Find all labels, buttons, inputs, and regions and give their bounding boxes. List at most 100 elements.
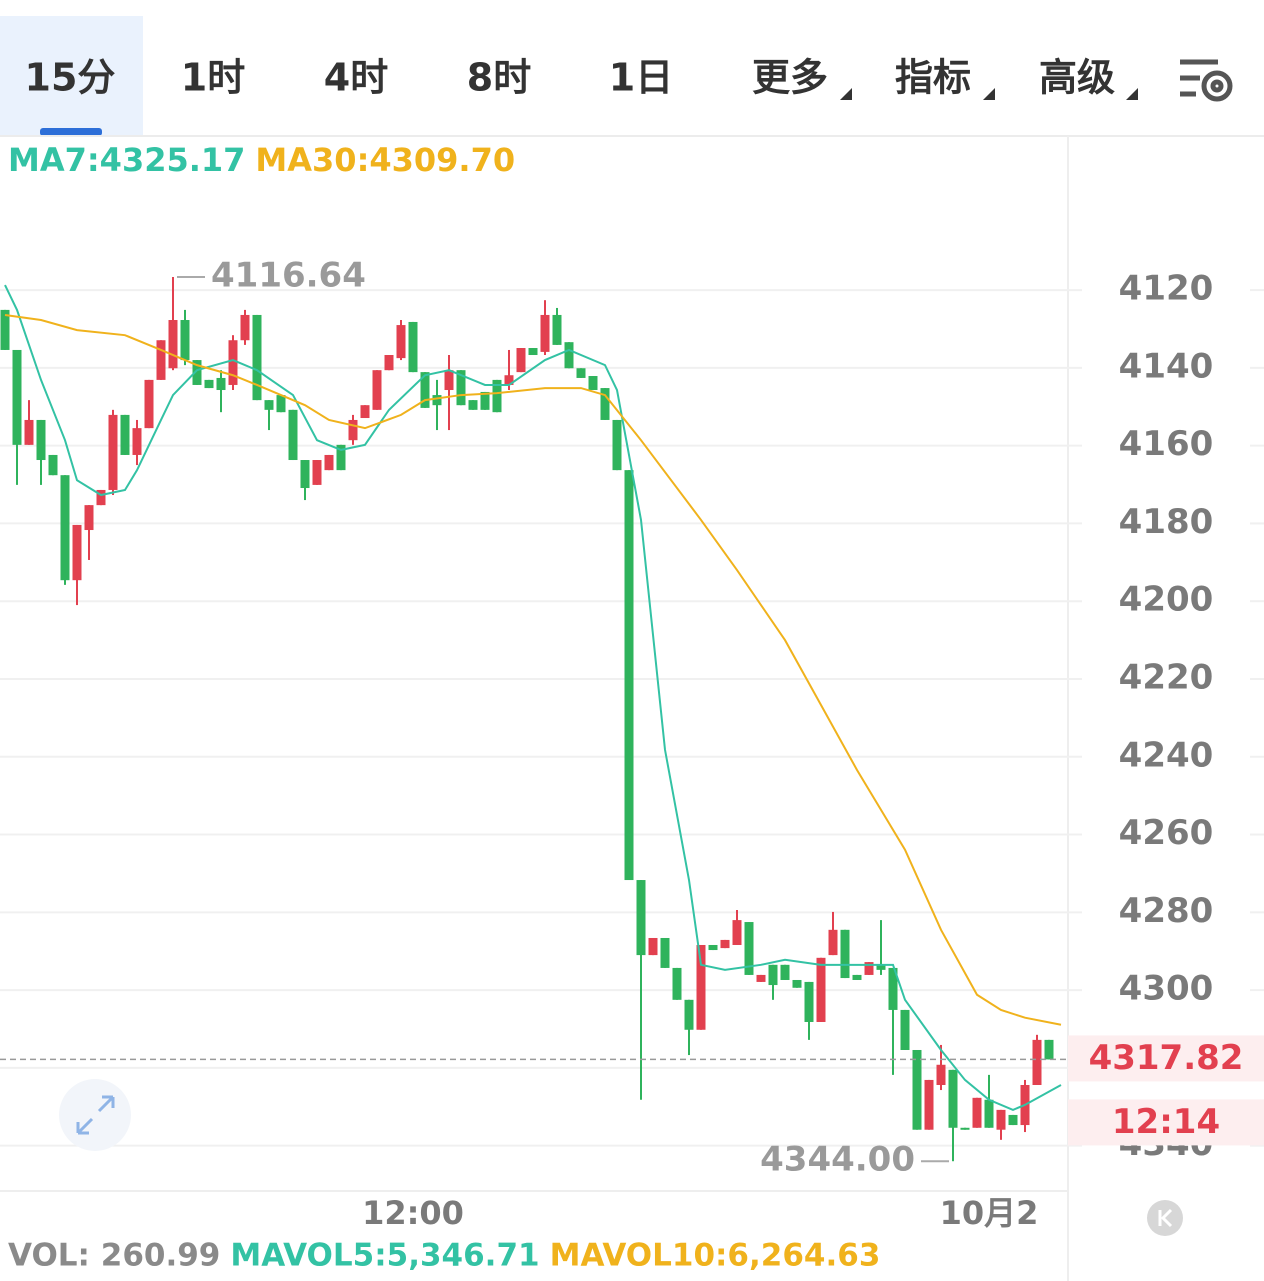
y-tick-label: 4180	[1119, 502, 1214, 542]
candle-body	[252, 314, 262, 401]
candle-body	[408, 321, 418, 373]
scroll-latest-button[interactable]	[1147, 1200, 1183, 1236]
candle-body	[564, 342, 574, 369]
candle-body	[744, 922, 754, 975]
candle-body	[168, 320, 178, 369]
candle-body	[324, 454, 334, 471]
candle-body	[192, 360, 202, 385]
candle-body	[0, 309, 10, 350]
candle-body	[480, 391, 490, 410]
expand-button[interactable]	[59, 1079, 131, 1151]
candle-body	[864, 962, 874, 975]
annotation-label: 4344.00	[760, 1140, 915, 1180]
candle-body	[348, 419, 358, 441]
tab[interactable]: 更多	[752, 56, 828, 100]
candle-body	[960, 1127, 970, 1130]
candle-body	[924, 1079, 934, 1130]
candle-body	[420, 372, 430, 408]
tab[interactable]: 15分	[25, 56, 116, 100]
plot	[0, 275, 1264, 1163]
y-tick-label: 4200	[1119, 580, 1214, 620]
countdown-box	[1068, 1099, 1264, 1146]
candle-body	[120, 414, 130, 455]
candle-body	[804, 981, 814, 1022]
settings-icon[interactable]	[1180, 59, 1233, 102]
candle-body	[72, 524, 82, 581]
candle-body	[780, 964, 790, 980]
ma-line	[4, 284, 1062, 1111]
annotation-label: 4116.64	[211, 255, 366, 295]
candle-body	[888, 967, 898, 1010]
candle-body	[912, 1049, 922, 1130]
candle-body	[312, 460, 322, 485]
candle-body	[144, 379, 154, 429]
candle-body	[456, 370, 466, 406]
y-tick-label: 4260	[1119, 813, 1214, 853]
y-tick-label: 4220	[1119, 657, 1214, 697]
candle-body	[672, 967, 682, 1000]
candle-body	[84, 505, 94, 531]
y-tick-label: 4280	[1119, 891, 1214, 931]
candle-body	[156, 340, 166, 380]
candle-body	[600, 388, 610, 420]
candle-body	[492, 379, 502, 413]
candle-body	[384, 355, 394, 371]
candle-body	[828, 929, 838, 956]
candle-body	[36, 419, 46, 461]
candle-body	[396, 325, 406, 359]
candle-body	[540, 314, 550, 352]
candle-body	[588, 376, 598, 391]
tab[interactable]: 4时	[324, 56, 388, 100]
candle-body	[108, 414, 118, 490]
candle-body	[180, 320, 190, 361]
candle-body	[708, 944, 718, 951]
candle-body	[684, 999, 694, 1030]
last-price-label: 4317.82	[1089, 1038, 1244, 1078]
dropdown-arrows	[840, 88, 1138, 100]
candle-body	[204, 379, 214, 389]
candle-body	[1032, 1039, 1042, 1085]
candle-body	[852, 974, 862, 980]
candle-body	[228, 340, 238, 385]
tab[interactable]: 1时	[181, 56, 245, 100]
tab[interactable]: 8时	[467, 56, 531, 100]
candle-body	[612, 419, 622, 471]
candle-body	[636, 880, 646, 956]
candle-body	[840, 929, 850, 979]
candle-body	[1044, 1039, 1054, 1060]
candle-body	[24, 419, 34, 445]
active-tab-bg	[0, 16, 143, 136]
candle-body	[792, 979, 802, 988]
y-tick-label: 4160	[1119, 424, 1214, 464]
x-tick-label: 10月2	[940, 1194, 1039, 1232]
candle-body	[648, 937, 658, 956]
candle-body	[132, 428, 142, 455]
legend-entry: MA30:4309.70	[255, 141, 515, 179]
tab[interactable]: 1日	[609, 56, 673, 100]
candle-body	[264, 400, 274, 410]
candle-body	[276, 395, 286, 413]
y-tick-label: 4140	[1119, 346, 1214, 386]
candle-body	[948, 1069, 958, 1128]
candle-body	[816, 957, 826, 1022]
candle-body	[996, 1109, 1006, 1130]
candle-body	[504, 375, 514, 385]
tab[interactable]: 指标	[895, 56, 971, 100]
candle-body	[360, 405, 370, 419]
candle-body	[936, 1064, 946, 1085]
candle-body	[468, 400, 478, 410]
candle-body	[720, 939, 730, 949]
candle-body	[444, 370, 454, 391]
candle-body	[984, 1099, 994, 1128]
volume-stat: MAVOL5:5,346.71	[230, 1238, 539, 1274]
candle-body	[732, 920, 742, 945]
candle-body	[660, 937, 670, 968]
candle-body	[696, 944, 706, 1030]
candle-body	[552, 314, 562, 345]
candle-body	[288, 409, 298, 461]
tab[interactable]: 高级	[1039, 56, 1115, 100]
candle-body	[96, 489, 106, 506]
x-tick-label: 12:00	[362, 1194, 464, 1232]
ma-line	[4, 313, 1062, 1026]
